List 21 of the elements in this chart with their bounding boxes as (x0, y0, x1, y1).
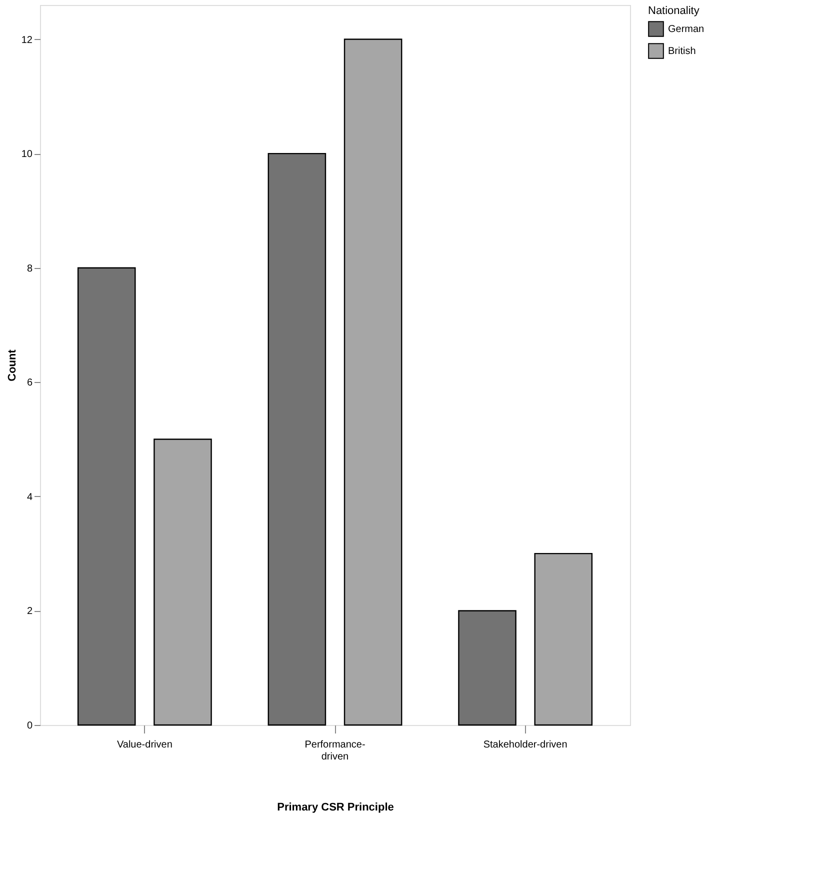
legend-label: British (668, 46, 696, 57)
bar (534, 552, 593, 726)
y-tick-label: 6 (26, 378, 33, 389)
bar (344, 38, 402, 726)
y-tick-label: 0 (26, 720, 33, 732)
bar (458, 610, 516, 726)
x-tick-label: Performance- driven (304, 740, 366, 762)
legend-title: Nationality (648, 5, 700, 17)
bar (268, 152, 326, 726)
y-axis-title: Count (6, 349, 18, 382)
y-tick-label: 2 (26, 606, 33, 618)
x-tick-label: Stakeholder-driven (483, 740, 568, 750)
bar (154, 438, 212, 726)
x-tick-label: Value-driven (116, 740, 172, 750)
bar (77, 267, 136, 726)
y-tick-label: 10 (21, 149, 33, 160)
y-tick-label: 12 (21, 34, 33, 46)
x-axis-title: Primary CSR Principle (277, 802, 394, 814)
legend-label: German (668, 24, 704, 35)
y-tick-label: 8 (26, 263, 33, 274)
y-tick-label: 4 (26, 492, 33, 503)
